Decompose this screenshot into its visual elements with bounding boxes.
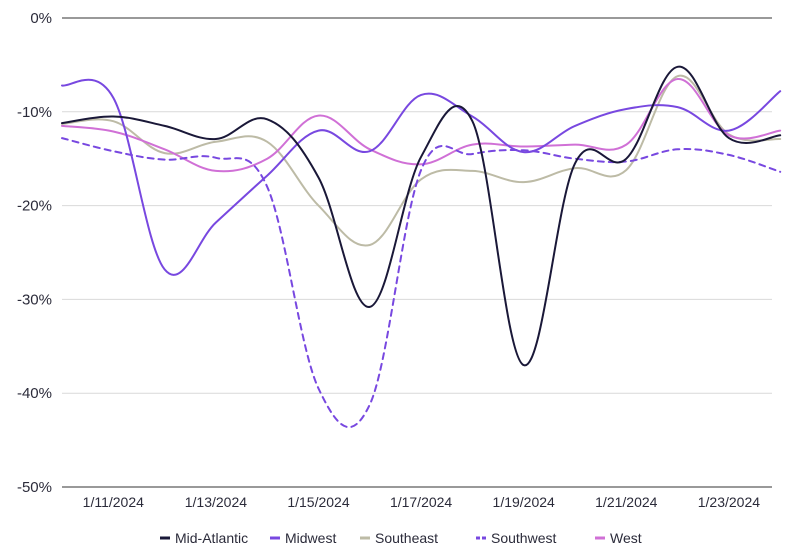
y-tick-label: 0%	[30, 10, 52, 27]
series-line-mid-atlantic	[61, 65, 782, 367]
x-tick-label: 1/13/2024	[185, 494, 247, 510]
y-tick-label: -50%	[17, 479, 52, 496]
y-tick-label: -10%	[17, 104, 52, 121]
x-tick-label: 1/17/2024	[390, 494, 452, 510]
legend-item-southeast: Southeast	[360, 530, 438, 546]
y-tick-label: -20%	[17, 198, 52, 215]
x-tick-label: 1/11/2024	[83, 494, 144, 510]
x-tick-label: 1/15/2024	[287, 494, 349, 510]
gridlines	[62, 17, 772, 488]
legend-item-west: West	[595, 530, 642, 546]
legend-item-mid-atlantic: Mid-Atlantic	[160, 530, 248, 546]
legend-label: Midwest	[285, 530, 336, 546]
y-tick-label: -30%	[17, 291, 52, 308]
legend-item-southwest: Southwest	[476, 530, 556, 546]
series-line-southwest	[61, 137, 782, 428]
legend-label: Mid-Atlantic	[175, 530, 248, 546]
legend: Mid-Atlantic Midwest Southeast Southwest Wes…	[160, 530, 642, 546]
legend-label: West	[610, 530, 642, 546]
x-tick-label: 1/23/2024	[698, 494, 760, 510]
x-tick-label: 1/19/2024	[493, 494, 555, 510]
legend-item-midwest: Midwest	[270, 530, 336, 546]
y-tick-label: -40%	[17, 385, 52, 402]
legend-label: Southeast	[375, 530, 438, 546]
x-tick-label: 1/21/2024	[595, 494, 657, 510]
series-line-west	[61, 77, 782, 173]
legend-label: Southwest	[491, 530, 556, 546]
x-axis-ticks: 1/11/2024 1/13/2024 1/15/2024 1/17/2024 1/19…	[83, 494, 761, 510]
series-line-southeast	[61, 74, 782, 247]
series-lines	[61, 65, 782, 428]
series-line-midwest	[61, 78, 782, 276]
y-axis-ticks: 0% -10% -20% -30% -40% -50%	[17, 10, 52, 496]
